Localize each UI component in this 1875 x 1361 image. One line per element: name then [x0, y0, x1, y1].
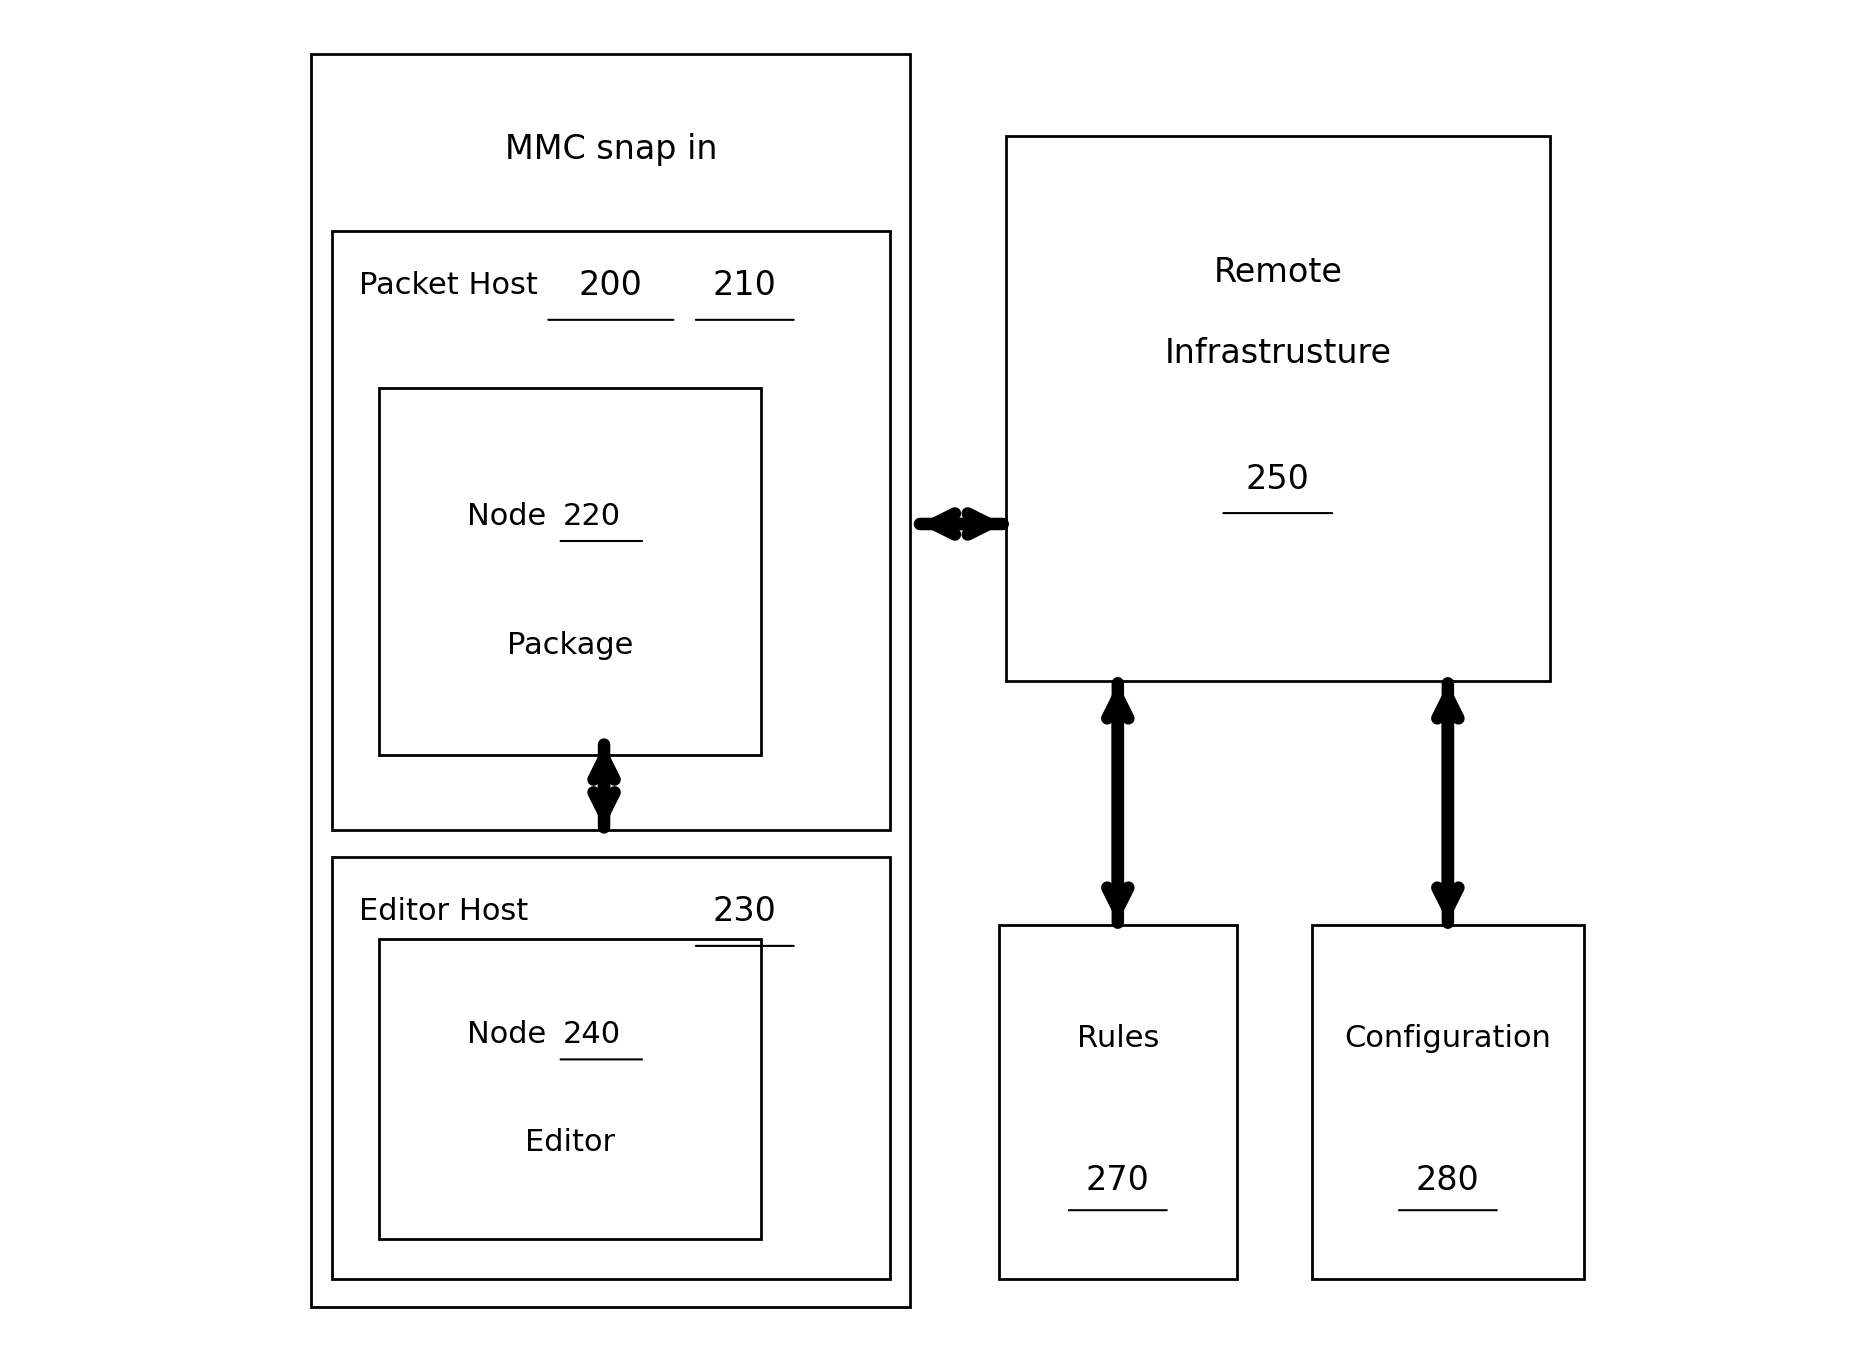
Text: 250: 250 [1245, 463, 1309, 495]
Text: 240: 240 [562, 1021, 621, 1049]
Text: MMC snap in: MMC snap in [504, 133, 716, 166]
FancyBboxPatch shape [999, 925, 1238, 1279]
FancyBboxPatch shape [1312, 925, 1584, 1279]
FancyBboxPatch shape [311, 54, 909, 1307]
Text: Infrastrusture: Infrastrusture [1164, 338, 1391, 370]
Text: Editor Host: Editor Host [360, 897, 529, 927]
FancyBboxPatch shape [379, 939, 761, 1239]
Text: Node: Node [467, 502, 557, 531]
Text: 270: 270 [1086, 1164, 1149, 1196]
Text: 280: 280 [1416, 1164, 1479, 1196]
FancyBboxPatch shape [332, 231, 891, 830]
Text: Rules: Rules [1076, 1025, 1159, 1053]
Text: 210: 210 [712, 269, 776, 302]
Text: Remote: Remote [1213, 256, 1342, 289]
Text: 200: 200 [579, 269, 643, 302]
Text: Package: Package [506, 630, 634, 660]
FancyBboxPatch shape [1005, 136, 1551, 680]
FancyBboxPatch shape [379, 388, 761, 755]
Text: Configuration: Configuration [1344, 1025, 1551, 1053]
FancyBboxPatch shape [332, 857, 891, 1279]
Text: Node: Node [467, 1021, 557, 1049]
Text: Packet Host: Packet Host [360, 271, 538, 301]
Text: Editor: Editor [525, 1128, 615, 1157]
Text: 220: 220 [562, 502, 621, 531]
Text: 230: 230 [712, 896, 776, 928]
